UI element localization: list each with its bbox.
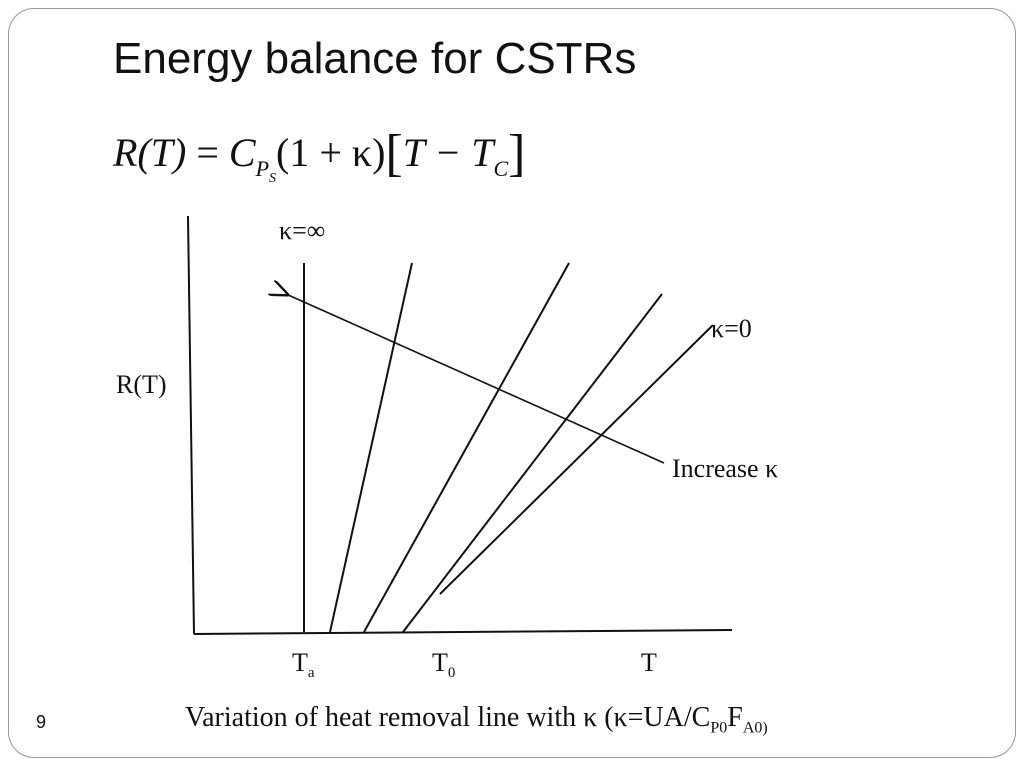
removal-line-kappa-zero [439,324,714,595]
removal-line-3 [363,262,570,633]
heat-removal-equation: R(T) = CPS(1 + κ)[T − TC] [113,124,526,187]
equation-s: S [269,171,277,186]
increase-kappa-arrow [286,294,665,464]
tick-t0-main: T [432,648,448,677]
page-number: 9 [36,712,47,732]
tick-t0-sub: 0 [447,665,456,682]
tick-label-t0: T0 [432,648,455,682]
increase-kappa-label: Increase κ [672,454,779,483]
tick-label-t: T [641,648,657,677]
slide-frame [8,8,1016,758]
slide-caption: Variation of heat removal line with κ (κ… [185,702,768,738]
x-axis [193,629,733,635]
equation-bracket-open: [ [385,125,403,182]
label-kappa-infinity: κ=∞ [279,216,326,245]
tick-ta-main: T [292,648,308,677]
slide-title: Energy balance for CSTRs [113,34,637,83]
caption-sub-p0: P0 [710,719,728,737]
equation-c: C [228,130,256,175]
equation-tc-sub: C [493,156,509,181]
removal-line-2 [329,262,413,633]
caption-sub-a0: A0) [742,719,768,737]
y-axis [187,215,195,635]
equation-bracket-close: ] [508,125,526,182]
equation-lhs: R(T) [113,130,187,175]
tick-ta-sub: a [307,665,315,682]
equation-p: P [255,156,270,181]
equation-equals: = [186,130,229,175]
label-kappa-zero: κ=0 [711,314,752,343]
equation-factor: (1 + κ) [276,130,386,175]
tick-label-ta: Ta [292,648,315,682]
caption-f: F [727,702,743,733]
caption-text: Variation of heat removal line with κ (κ… [185,702,711,733]
y-axis-label: R(T) [116,370,167,399]
removal-line-4 [402,293,663,633]
equation-c-sub: PS [255,156,276,186]
equation-t-minus: T − T [402,130,494,175]
